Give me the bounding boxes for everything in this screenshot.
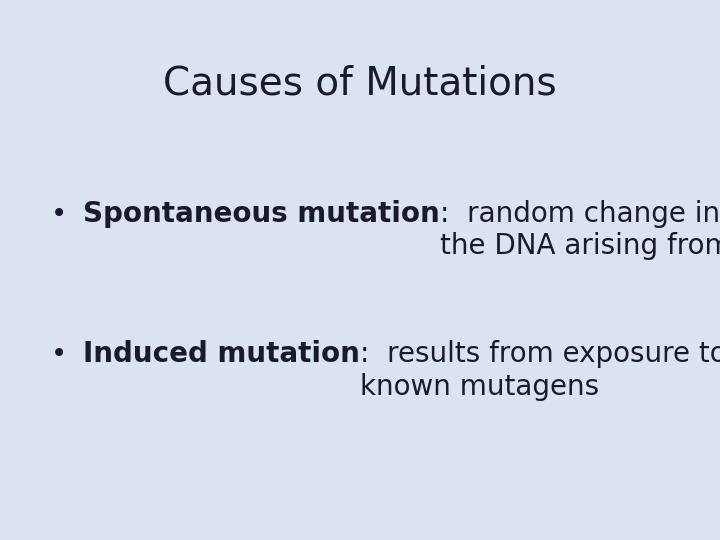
Text: •: •	[50, 200, 67, 228]
Text: Spontaneous mutation: Spontaneous mutation	[83, 200, 439, 228]
Text: :  random change in
the DNA arising from errors in replication: : random change in the DNA arising from …	[439, 200, 720, 260]
Text: Causes of Mutations: Causes of Mutations	[163, 65, 557, 103]
Text: :  results from exposure to
known mutagens: : results from exposure to known mutagen…	[360, 340, 720, 401]
Text: •: •	[50, 340, 67, 368]
Text: Induced mutation: Induced mutation	[83, 340, 360, 368]
